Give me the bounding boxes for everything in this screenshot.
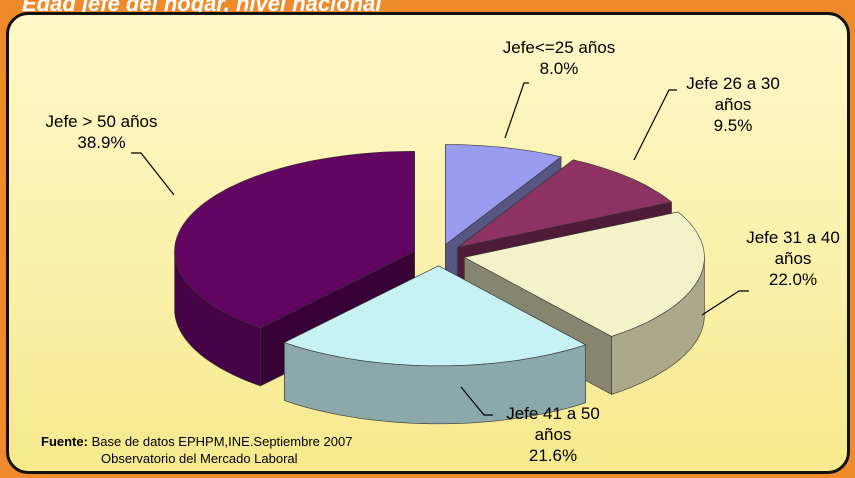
slice-label: Jefe 41 a 50 años 21.6% <box>493 403 613 466</box>
leader-line <box>633 89 677 161</box>
value-label: 8.0% <box>539 59 579 78</box>
value-label: 9.5% <box>713 116 753 135</box>
leader-line <box>504 82 529 139</box>
pie-slice <box>457 159 673 248</box>
leader-lines <box>131 82 749 416</box>
pie-chart <box>131 82 749 425</box>
category-label: Jefe 26 a 30 años <box>686 74 780 114</box>
pie-slice <box>445 144 562 246</box>
pie-slice <box>283 265 587 367</box>
category-label: Jefe > 50 años <box>45 112 158 131</box>
source-line: Observatorio del Mercado Laboral <box>101 451 298 466</box>
category-label: Jefe 31 a 40 años <box>746 228 840 268</box>
leader-line <box>131 152 175 196</box>
slice-label: Jefe 31 a 40 años 22.0% <box>737 227 847 290</box>
slice-label: Jefe > 50 años 38.9% <box>19 111 184 153</box>
value-label: 22.0% <box>768 270 818 289</box>
leader-line <box>460 386 493 416</box>
pie-slice <box>463 211 705 337</box>
category-label: Jefe<=25 años <box>502 38 616 57</box>
pie-slice <box>174 150 415 329</box>
source-line: Base de datos EPHPM,INE.Septiembre 2007 <box>91 434 353 449</box>
category-label: Jefe 41 a 50 años <box>506 404 600 444</box>
value-label: 38.9% <box>77 133 126 152</box>
plot-panel: Jefe<=25 años 8.0% Jefe 26 a 30 años 9.5% … <box>6 12 850 474</box>
slice-label: Jefe<=25 años 8.0% <box>479 37 639 79</box>
leader-line <box>701 290 749 316</box>
source-label: Fuente: <box>41 434 88 449</box>
source-note: Fuente: Base de datos EPHPM,INE.Septiemb… <box>41 433 352 467</box>
slice-label: Jefe 26 a 30 años 9.5% <box>677 73 789 136</box>
value-label: 21.6% <box>528 446 578 465</box>
